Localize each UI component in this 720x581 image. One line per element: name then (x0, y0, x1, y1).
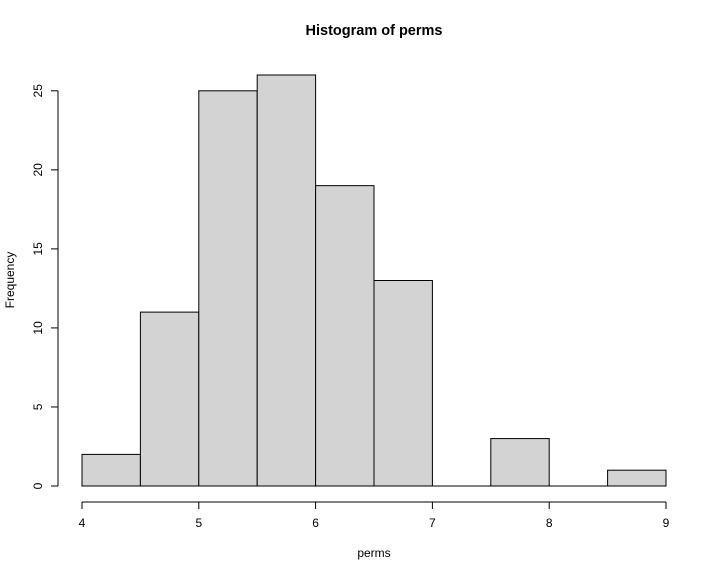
histogram-bar (490, 438, 550, 487)
x-tick-label: 4 (79, 516, 86, 530)
bars-group (81, 74, 667, 487)
histogram-bar (198, 90, 258, 487)
y-tick-label: 10 (31, 321, 45, 335)
chart-title: Histogram of perms (306, 23, 443, 39)
y-axis: 0 5 10 15 20 25 (31, 84, 59, 489)
histogram-bar (139, 311, 200, 487)
x-tick-label: 6 (312, 516, 319, 530)
x-axis: 4 5 6 7 8 9 (79, 501, 670, 530)
x-tick-label: 9 (663, 516, 670, 530)
histogram-bar (373, 280, 433, 487)
y-tick-label: 25 (31, 84, 45, 98)
y-tick-label: 20 (31, 163, 45, 177)
x-tick-label: 7 (429, 516, 436, 530)
histogram-bar (256, 74, 317, 487)
histogram-bar (315, 185, 375, 487)
y-tick-label: 15 (31, 242, 45, 256)
x-tick-label: 8 (546, 516, 553, 530)
y-tick-label: 5 (31, 403, 45, 410)
y-tick-label: 0 (31, 482, 45, 489)
x-axis-label: perms (357, 546, 390, 560)
x-tick-label: 5 (195, 516, 202, 530)
y-axis-label: Frequency (3, 252, 17, 309)
histogram-bar (607, 469, 667, 487)
histogram-bar (81, 453, 141, 487)
